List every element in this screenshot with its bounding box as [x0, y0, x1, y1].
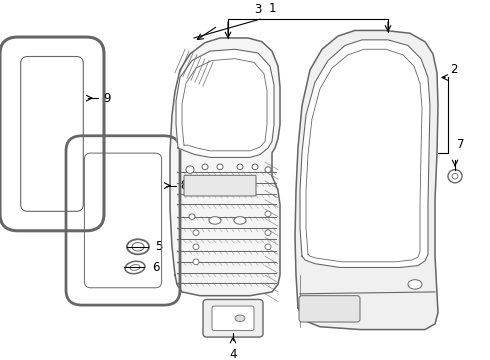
Polygon shape [170, 38, 280, 296]
Text: 3: 3 [254, 3, 262, 16]
Circle shape [265, 211, 271, 217]
Text: 8: 8 [180, 179, 187, 192]
Circle shape [448, 170, 462, 183]
Ellipse shape [235, 315, 245, 321]
Circle shape [193, 259, 199, 265]
Circle shape [202, 164, 208, 170]
FancyBboxPatch shape [299, 296, 360, 322]
Ellipse shape [127, 239, 149, 254]
Ellipse shape [125, 261, 145, 274]
Circle shape [217, 164, 223, 170]
Circle shape [193, 244, 199, 249]
Text: 5: 5 [155, 240, 162, 253]
Ellipse shape [234, 217, 246, 224]
Ellipse shape [132, 243, 144, 251]
Text: 4: 4 [229, 348, 237, 360]
Text: 9: 9 [103, 92, 111, 105]
Ellipse shape [209, 217, 221, 224]
Circle shape [452, 174, 458, 179]
Circle shape [252, 164, 258, 170]
FancyBboxPatch shape [212, 306, 254, 330]
Circle shape [186, 166, 194, 174]
Text: 1: 1 [268, 3, 276, 15]
Text: 7: 7 [457, 138, 465, 151]
FancyBboxPatch shape [203, 300, 263, 337]
FancyBboxPatch shape [184, 175, 256, 196]
Circle shape [189, 214, 195, 220]
Circle shape [265, 167, 271, 172]
Polygon shape [176, 49, 274, 157]
Polygon shape [295, 31, 438, 329]
Circle shape [193, 230, 199, 235]
Ellipse shape [130, 265, 140, 270]
Circle shape [265, 230, 271, 235]
Ellipse shape [408, 280, 422, 289]
Circle shape [237, 164, 243, 170]
Text: 2: 2 [450, 63, 458, 76]
Polygon shape [300, 40, 430, 267]
Circle shape [265, 244, 271, 249]
Text: 6: 6 [152, 261, 160, 274]
